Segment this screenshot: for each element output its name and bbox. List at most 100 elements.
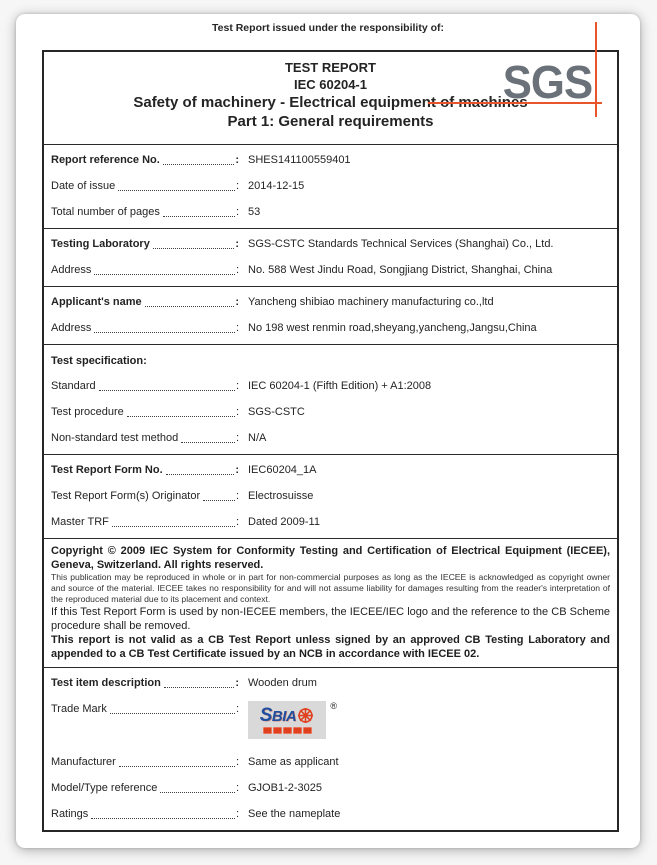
row-testing-laboratory: Testing Laboratory: SGS-CSTC Standards T… (44, 231, 617, 257)
section-copyright: Copyright © 2009 IEC System for Conformi… (44, 538, 617, 667)
colon: : (235, 406, 239, 418)
dotted-leader (126, 416, 235, 417)
row-value: Same as applicant (248, 756, 339, 768)
row-value: SGS-CSTC Standards Technical Services (S… (248, 238, 554, 250)
dotted-leader (94, 332, 235, 333)
colon: : (235, 756, 239, 768)
row-date-of-issue: Date of issue: 2014-12-15 (44, 173, 617, 199)
dotted-leader (94, 274, 235, 275)
row-label: Address: (51, 319, 239, 337)
row-label-text: Date of issue (51, 180, 116, 192)
dotted-leader (163, 687, 235, 688)
sgs-logo-vertical-line (595, 22, 597, 117)
row-test-item-description: Test item description: Wooden drum (44, 670, 617, 696)
trade-mark-main: SBIA (260, 706, 315, 725)
dotted-leader (162, 164, 235, 165)
row-label: Non-standard test method: (51, 429, 239, 447)
row-value: See the nameplate (248, 808, 341, 820)
row-label-text: Applicant's name (51, 296, 142, 308)
row-label: Trade Mark: (51, 700, 239, 718)
colon: : (235, 206, 239, 218)
ship-wheel-icon (298, 708, 314, 723)
row-label: Ratings: (51, 805, 239, 823)
colon: : (235, 180, 239, 192)
row-label: Master TRF: (51, 513, 239, 531)
row-report-reference-no: Report reference No.: SHES141100559401 (44, 147, 617, 173)
row-label: Total number of pages: (51, 203, 239, 221)
dotted-leader (118, 766, 235, 767)
colon: : (235, 703, 239, 715)
registered-trademark-icon: ® (330, 701, 337, 711)
section-test-item: Test item description: Wooden drum Trade… (44, 667, 617, 830)
row-test-report-form-no: Test Report Form No.: IEC60204_1A (44, 457, 617, 483)
row-trade-mark: Trade Mark: ® SBIA (44, 696, 617, 743)
dotted-leader (111, 526, 235, 527)
row-value: Electrosuisse (248, 490, 314, 502)
dotted-leader (152, 248, 235, 249)
trade-mark-logo: ® SBIA (248, 701, 337, 739)
row-label: Test Report Form(s) Originator: (51, 487, 239, 505)
row-value: No 198 west renmin road,sheyang,yancheng… (248, 322, 537, 334)
row-laboratory-address: Address: No. 588 West Jindu Road, Songji… (44, 257, 617, 283)
colon: : (235, 322, 239, 334)
row-manufacturer: Manufacturer: Same as applicant (44, 749, 617, 775)
report-title: TEST REPORT (284, 60, 376, 75)
row-ratings: Ratings: See the nameplate (44, 801, 617, 827)
row-total-pages: Total number of pages: 53 (44, 199, 617, 225)
test-specification-heading: Test specification: (51, 355, 147, 367)
colon: : (235, 677, 239, 689)
row-value: SHES141100559401 (248, 154, 351, 166)
row-label: Address: (51, 261, 239, 279)
dotted-leader (160, 792, 235, 793)
row-label-text: Address (51, 322, 92, 334)
row-value: 53 (248, 206, 261, 218)
dotted-leader (165, 474, 235, 475)
row-label: Standard: (51, 377, 239, 395)
row-value: Wooden drum (248, 677, 317, 689)
row-model-type-reference: Model/Type reference: GJOB1-2-3025 (44, 775, 617, 801)
row-label: Applicant's name: (51, 293, 239, 311)
row-label: Model/Type reference: (51, 779, 239, 797)
section-applicant: Applicant's name: Yancheng shibiao machi… (44, 286, 617, 344)
row-master-trf: Master TRF: Dated 2009-11 (44, 509, 617, 535)
row-label: Test item description: (51, 674, 239, 692)
row-label: Date of issue: (51, 177, 239, 195)
colon: : (235, 808, 239, 820)
row-value: Dated 2009-11 (248, 516, 320, 528)
row-label-text: Manufacturer (51, 756, 116, 768)
colon: : (235, 264, 239, 276)
colon: : (235, 432, 239, 444)
row-value: SGS-CSTC (248, 406, 305, 418)
report-table: TEST REPORT IEC 60204-1 Safety of machin… (42, 50, 619, 832)
colon: : (235, 516, 239, 528)
row-test-procedure: Test procedure: SGS-CSTC (44, 399, 617, 425)
dotted-leader (181, 442, 235, 443)
row-label-text: Total number of pages (51, 206, 160, 218)
row-value: IEC 60204-1 (Fifth Edition) + A1:2008 (248, 380, 432, 392)
row-label-text: Test item description (51, 677, 161, 689)
copyright-validity-note: This report is not valid as a CB Test Re… (51, 634, 610, 660)
sgs-logo: SGS (428, 22, 612, 117)
section-report-form: Test Report Form No.: IEC60204_1A Test R… (44, 454, 617, 538)
colon: : (235, 296, 239, 308)
row-value: ® SBIA (239, 700, 610, 739)
title-block: TEST REPORT IEC 60204-1 Safety of machin… (44, 52, 617, 144)
row-label: Test procedure: (51, 403, 239, 421)
row-value: N/A (248, 432, 267, 444)
section-report-reference: Report reference No.: SHES141100559401 D… (44, 144, 617, 228)
row-label-text: Address (51, 264, 92, 276)
row-non-standard-test-method: Non-standard test method: N/A (44, 425, 617, 451)
colon: : (235, 464, 239, 476)
colon: : (235, 238, 239, 250)
row-value: GJOB1-2-3025 (248, 782, 322, 794)
colon: : (235, 154, 239, 166)
row-value: No. 588 West Jindu Road, Songjiang Distr… (248, 264, 553, 276)
row-label-text: Model/Type reference (51, 782, 158, 794)
copyright-reproduction-note: This publication may be reproduced in wh… (51, 572, 610, 604)
row-label: Testing Laboratory: (51, 235, 239, 253)
issued-note: Test Report issued under the responsibil… (212, 22, 444, 34)
sgs-logo-text: SGS (502, 56, 593, 109)
dotted-leader (109, 713, 235, 714)
row-label-text: Trade Mark (51, 703, 107, 715)
